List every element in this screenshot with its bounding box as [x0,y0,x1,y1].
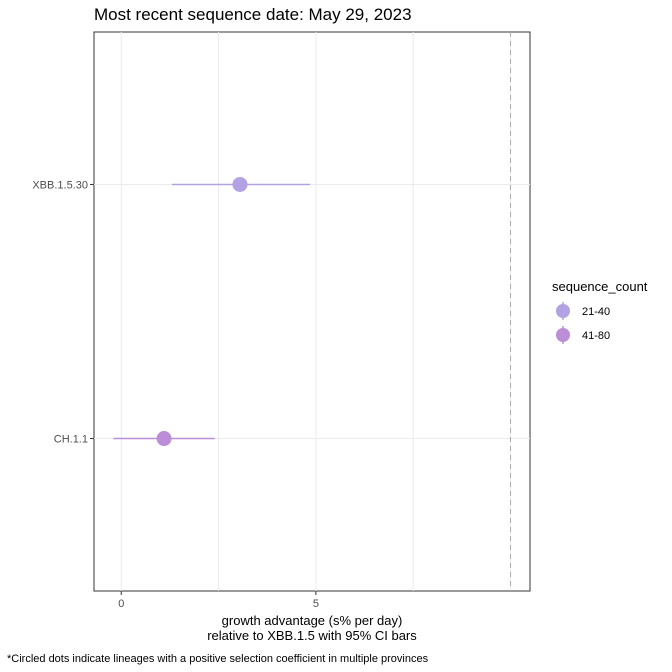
legend: sequence_count 21-40 41-80 [552,279,648,344]
y-tick-label: XBB.1.5.30 [32,179,88,191]
x-axis-title-line1: growth advantage (s% per day) [222,613,403,628]
data-marks [113,176,311,447]
x-tick-label: 0 [118,598,124,610]
x-tick-label: 5 [313,598,319,610]
x-axis-title-line2: relative to XBB.1.5 with 95% CI bars [207,628,417,643]
y-axis: CH.1.1 XBB.1.5.30 [32,179,94,446]
chart-title: Most recent sequence date: May 29, 2023 [94,5,412,24]
plot-panel [93,31,531,592]
legend-title: sequence_count [552,279,648,294]
legend-label: 41-80 [582,330,610,342]
footnote: *Circled dots indicate lineages with a p… [7,653,429,665]
data-point [156,431,172,447]
legend-key-dot [556,304,570,318]
data-point [232,176,248,192]
legend-label: 21-40 [582,306,610,318]
legend-key-dot [556,328,570,342]
y-tick-label: CH.1.1 [54,434,88,446]
